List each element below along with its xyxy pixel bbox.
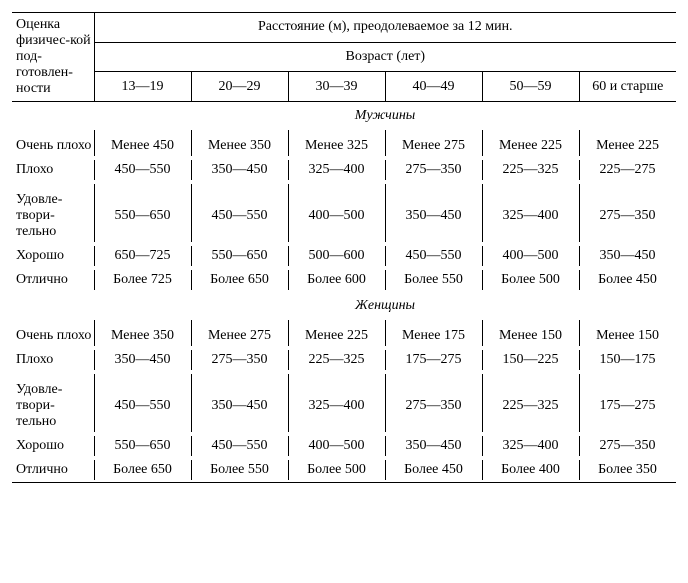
cell: 275—350	[579, 434, 676, 458]
cell: 225—275	[579, 158, 676, 182]
cell: 350—450	[191, 158, 288, 182]
cell: 400—500	[482, 244, 579, 268]
cell: Менее 450	[94, 128, 191, 158]
distance-title: Расстояние (м), преодолеваемое за 12 мин…	[94, 13, 676, 43]
cell: 350—450	[579, 244, 676, 268]
cell: Более 450	[385, 458, 482, 483]
fitness-table: Оценка физичес-кой под-готовлен-ности Ра…	[12, 12, 676, 483]
cell: 500—600	[288, 244, 385, 268]
cell: 275—350	[579, 182, 676, 244]
cell: 650—725	[94, 244, 191, 268]
cell: 550—650	[94, 182, 191, 244]
cell: Менее 325	[288, 128, 385, 158]
cell: Более 650	[94, 458, 191, 483]
cell: 150—225	[482, 348, 579, 372]
cell: Более 500	[482, 268, 579, 292]
cell: 450—550	[191, 434, 288, 458]
cell: 325—400	[288, 158, 385, 182]
cell: 400—500	[288, 434, 385, 458]
cell: 350—450	[94, 348, 191, 372]
cell: 275—350	[385, 372, 482, 434]
cell: Менее 350	[94, 318, 191, 348]
cell: 350—450	[385, 434, 482, 458]
cell: Более 600	[288, 268, 385, 292]
section-gap	[12, 292, 94, 318]
cell: 275—350	[385, 158, 482, 182]
cell: 225—325	[482, 158, 579, 182]
cell: 325—400	[482, 434, 579, 458]
age-title: Возраст (лет)	[94, 42, 676, 72]
cell: Менее 175	[385, 318, 482, 348]
row-label: Очень плохо	[12, 128, 94, 158]
cell: 450—550	[191, 182, 288, 244]
cell: 550—650	[94, 434, 191, 458]
age-col: 50—59	[482, 72, 579, 102]
cell: Более 650	[191, 268, 288, 292]
cell: Менее 275	[191, 318, 288, 348]
cell: 325—400	[288, 372, 385, 434]
section-title: Мужчины	[94, 102, 676, 129]
row-label: Очень плохо	[12, 318, 94, 348]
age-col: 30—39	[288, 72, 385, 102]
cell: 225—325	[482, 372, 579, 434]
cell: Менее 150	[482, 318, 579, 348]
cell: Более 550	[385, 268, 482, 292]
row-label: Хорошо	[12, 434, 94, 458]
cell: 225—325	[288, 348, 385, 372]
cell: 150—175	[579, 348, 676, 372]
row-label: Отлично	[12, 458, 94, 483]
section-gap	[12, 102, 94, 129]
cell: Менее 225	[579, 128, 676, 158]
cell: 550—650	[191, 244, 288, 268]
row-label: Плохо	[12, 348, 94, 372]
age-col: 13—19	[94, 72, 191, 102]
cell: Менее 225	[482, 128, 579, 158]
rowheader-title: Оценка физичес-кой под-готовлен-ности	[12, 13, 94, 102]
cell: 325—400	[482, 182, 579, 244]
row-label: Отлично	[12, 268, 94, 292]
cell: 350—450	[385, 182, 482, 244]
cell: Более 500	[288, 458, 385, 483]
cell: Менее 150	[579, 318, 676, 348]
cell: Менее 225	[288, 318, 385, 348]
cell: Более 725	[94, 268, 191, 292]
cell: 175—275	[579, 372, 676, 434]
row-label: Удовле-твори-тельно	[12, 182, 94, 244]
row-label: Плохо	[12, 158, 94, 182]
age-col: 60 и старше	[579, 72, 676, 102]
cell: 175—275	[385, 348, 482, 372]
cell: Менее 350	[191, 128, 288, 158]
cell: Более 450	[579, 268, 676, 292]
cell: 350—450	[191, 372, 288, 434]
cell: 400—500	[288, 182, 385, 244]
cell: 450—550	[94, 372, 191, 434]
cell: Более 550	[191, 458, 288, 483]
age-col: 40—49	[385, 72, 482, 102]
cell: Более 400	[482, 458, 579, 483]
row-label: Хорошо	[12, 244, 94, 268]
section-title: Женщины	[94, 292, 676, 318]
cell: 450—550	[94, 158, 191, 182]
row-label: Удовле-твори-тельно	[12, 372, 94, 434]
cell: Менее 275	[385, 128, 482, 158]
cell: 450—550	[385, 244, 482, 268]
age-col: 20—29	[191, 72, 288, 102]
cell: Более 350	[579, 458, 676, 483]
cell: 275—350	[191, 348, 288, 372]
